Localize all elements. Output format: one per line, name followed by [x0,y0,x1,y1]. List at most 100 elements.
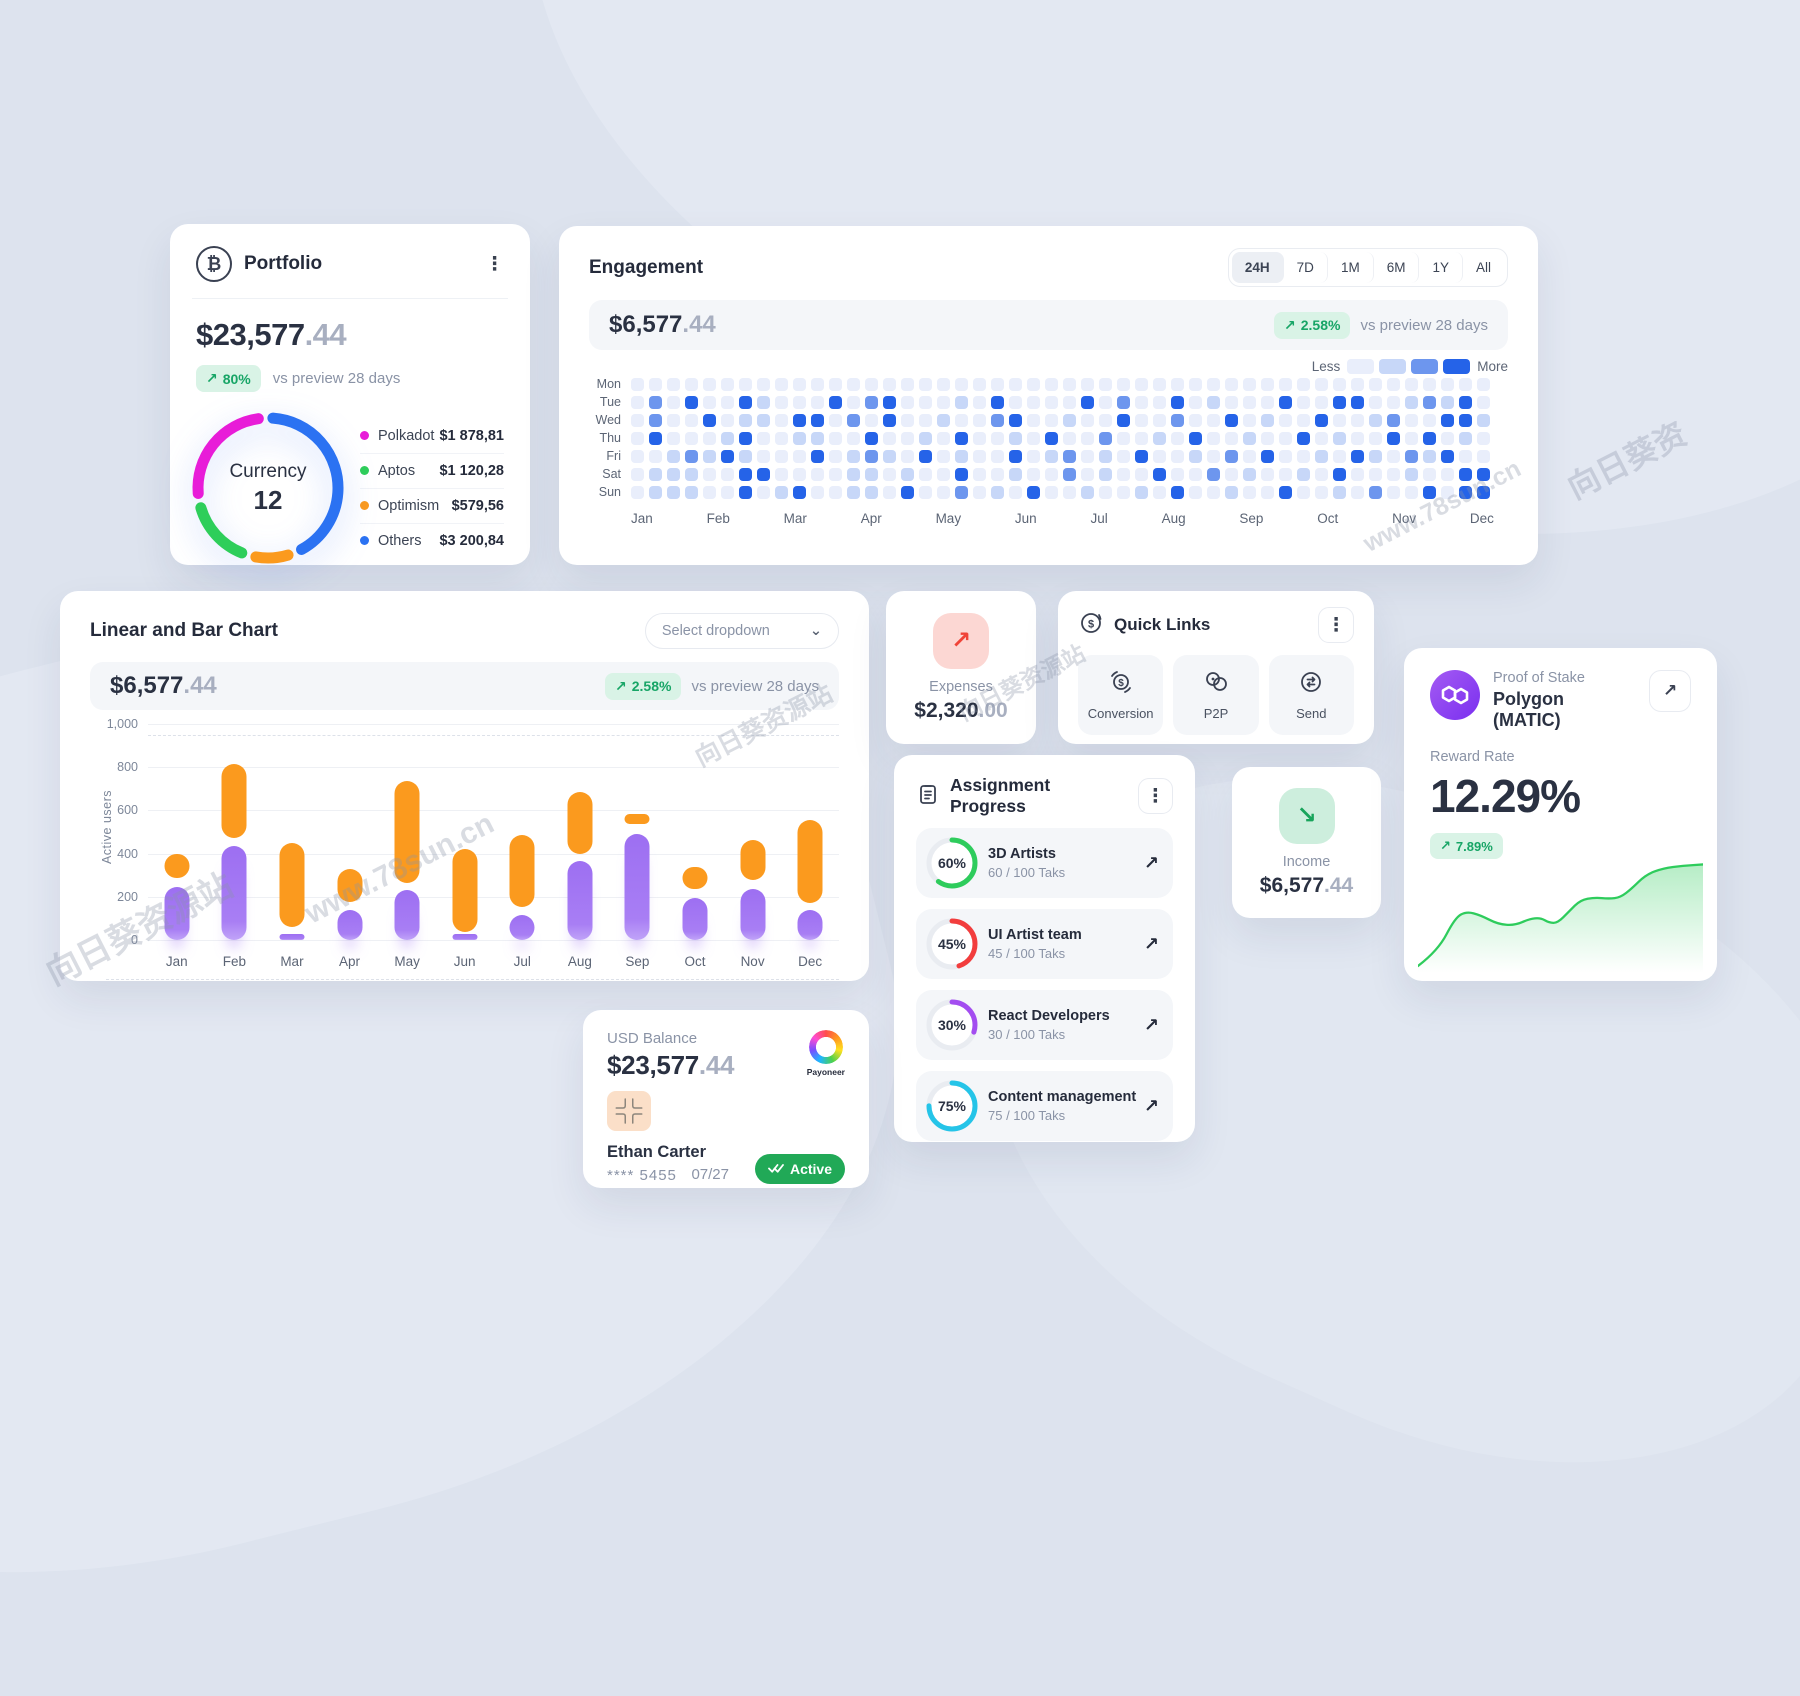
legend-swatch [1411,359,1439,374]
heatmap-cell [1423,396,1436,409]
heatmap-cell [721,396,734,409]
assignment-texts: UI Artist team 45 / 100 Taks [988,927,1082,961]
heatmap-cell [1063,396,1076,409]
range-button-6m[interactable]: 6M [1374,252,1420,283]
x-tick-label: Sep [625,954,650,969]
x-tick-label: Jan [165,954,188,969]
heatmap-cell [1297,432,1310,445]
progress-percent: 45% [937,936,967,952]
arrow-up-right-icon[interactable]: ↗ [1143,1095,1159,1116]
assignment-row[interactable]: 30% React Developers 30 / 100 Taks ↗ [916,990,1173,1060]
heatmap-cell [1189,432,1202,445]
heatmap-cell [955,468,968,481]
heatmap-cell [757,414,770,427]
reward-rate-label: Reward Rate [1430,749,1515,765]
range-button-1y[interactable]: 1Y [1419,252,1463,283]
heatmap-cell [1441,468,1454,481]
heatmap-cell [937,396,950,409]
users-bar [740,889,766,940]
month-label: Aug [1161,511,1186,526]
heatmap-cell [1189,468,1202,481]
kebab-menu-icon[interactable]: ⋮ [485,253,504,275]
legend-label: Others [378,532,422,549]
card-chip-icon [607,1091,651,1131]
kebab-menu-button[interactable]: ⋮ [1318,607,1354,643]
heatmap-cell [1189,414,1202,427]
range-button-1m[interactable]: 1M [1328,252,1374,283]
quick-link-conversion[interactable]: $ Conversion [1078,655,1164,735]
users-bar [221,846,247,940]
heatmap-cell [1081,468,1094,481]
donut-segment-polkadot [192,412,344,564]
assignment-row[interactable]: 45% UI Artist team 45 / 100 Taks ↗ [916,909,1173,979]
assignment-row[interactable]: 75% Content management 75 / 100 Taks ↗ [916,1071,1173,1141]
double-check-icon [768,1161,784,1177]
legend-item: Aptos $1 120,28 [360,452,504,488]
range-bar [682,866,708,890]
heatmap-cell [1189,486,1202,499]
heatmap-cell [1171,450,1184,463]
y-axis-ticks: 1,000 800 600 400 200 0 [106,717,148,947]
heatmap-cell [937,468,950,481]
heatmap-cell [811,450,824,463]
range-button-24h[interactable]: 24H [1231,252,1284,283]
income-card: ↘ Income $6,577.44 [1232,767,1381,918]
gridline [148,724,839,725]
heatmap-cell [1441,378,1454,391]
heatmap-cell [1315,396,1328,409]
users-bar [337,909,363,940]
heatmap-cell [1405,450,1418,463]
heatmap-cell [703,468,716,481]
arrow-up-right-icon[interactable]: ↗ [1143,1014,1159,1035]
heatmap-cell [1045,432,1058,445]
users-bar [797,909,823,940]
heatmap-cell [1099,450,1112,463]
heatmap-cell [1243,396,1256,409]
heatmap-cell [1135,450,1148,463]
heatmap-cell [1117,486,1130,499]
expenses-card: ↗ Expenses $2,320.00 [886,591,1036,744]
quick-link-label: Conversion [1087,706,1154,721]
quick-links-card: $ Quick Links ⋮ $ Conversion P2P Send [1058,591,1374,744]
heatmap-cell [1189,396,1202,409]
range-button-all[interactable]: All [1463,252,1504,283]
heatmap-cell [829,450,842,463]
arrow-up-right-icon[interactable]: ↗ [1143,933,1159,954]
assignment-texts: 3D Artists 60 / 100 Taks [988,846,1065,880]
heatmap-cell [1135,378,1148,391]
range-bar [567,792,593,854]
select-dropdown[interactable]: Select dropdown ⌄ [644,613,839,649]
arrow-up-right-icon[interactable]: ↗ [1143,852,1159,873]
kebab-menu-button[interactable]: ⋮ [1137,778,1173,814]
heatmap-cell [1027,432,1040,445]
crypto-coin-icon: ₿ [196,246,232,282]
progress-percent: 60% [937,855,967,871]
range-bar [337,868,363,903]
open-link-button[interactable]: ↗ [1649,670,1691,712]
day-label: Tue [599,395,621,409]
engagement-card: Engagement 24H 7D 1M 6M 1Y All $6,577.44 ↗ 2.5… [559,226,1538,565]
heatmap-cell [739,378,752,391]
quick-link-p2p[interactable]: P2P [1173,655,1259,735]
heatmap-cell [1279,468,1292,481]
heatmap-cell [919,432,932,445]
heatmap-cell [1441,486,1454,499]
heatmap-cell [1045,414,1058,427]
assignment-row[interactable]: 60% 3D Artists 60 / 100 Taks ↗ [916,828,1173,898]
month-label: Mar [783,511,807,526]
heatmap-cell [847,414,860,427]
legend-value: $579,56 [451,497,504,514]
donut-center-value: 12 [253,484,283,515]
heatmap-cell [955,378,968,391]
heatmap-cell [1099,414,1112,427]
heatmap-cell [919,396,932,409]
quick-link-send[interactable]: Send [1268,655,1354,735]
month-label: Jan [631,511,653,526]
heatmap-cell [775,468,788,481]
change-badge: ↗ 7.89% [1430,833,1503,859]
gridline [148,810,839,812]
heatmap-cell [1153,432,1166,445]
heatmap-cell [1009,450,1022,463]
heatmap-cell [865,414,878,427]
range-button-7d[interactable]: 7D [1284,252,1328,283]
